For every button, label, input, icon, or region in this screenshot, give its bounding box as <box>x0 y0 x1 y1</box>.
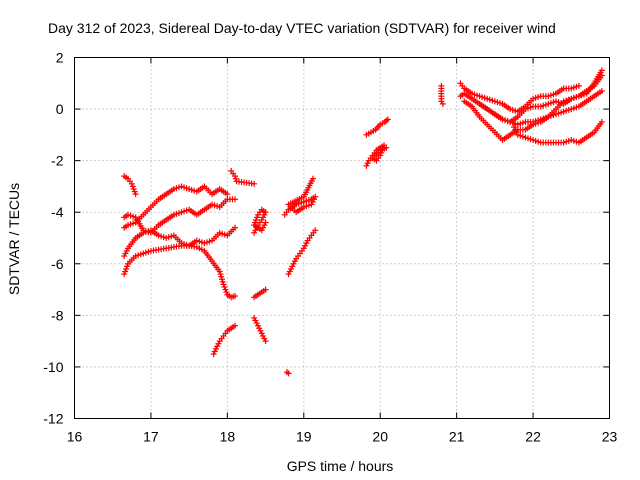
y-tick-label: 2 <box>56 50 64 66</box>
y-tick-label: 0 <box>56 101 64 117</box>
data-points <box>121 67 605 377</box>
series-arc-6 <box>228 167 258 187</box>
x-tick-label: 16 <box>67 429 83 445</box>
data-point <box>598 88 605 95</box>
data-point <box>251 180 258 187</box>
series-arc-3 <box>121 183 231 231</box>
data-point <box>232 322 238 329</box>
series-arc-2 <box>121 224 238 260</box>
y-axis-label: SDTVAR / TECUs <box>6 183 22 295</box>
series-arc-7 <box>210 322 238 358</box>
y-tick-label: -8 <box>51 307 64 323</box>
x-tick-label: 17 <box>143 429 159 445</box>
data-point <box>383 144 390 151</box>
series-arc-15 <box>363 116 391 138</box>
series-arc-13 <box>281 175 319 218</box>
series-arc-12 <box>285 227 319 278</box>
series-arc-8 <box>251 206 269 236</box>
series-arc-14 <box>363 142 390 169</box>
series-arc-21 <box>510 118 605 146</box>
x-tick-label: 22 <box>525 429 541 445</box>
data-point <box>132 191 139 198</box>
series-arc-11 <box>283 369 292 377</box>
x-tick-label: 19 <box>296 429 312 445</box>
y-tick-label: -2 <box>51 153 64 169</box>
data-point <box>384 116 391 123</box>
series-arc-16 <box>438 82 446 107</box>
y-tick-label: -12 <box>43 411 63 427</box>
data-point <box>262 219 269 226</box>
axis-ticks <box>74 57 610 419</box>
data-point <box>439 100 446 107</box>
grid <box>74 57 610 419</box>
data-point <box>232 293 238 300</box>
data-point <box>232 196 238 203</box>
series-arc-4 <box>121 196 238 236</box>
data-point <box>598 67 605 74</box>
series-arc-10 <box>251 314 269 345</box>
x-tick-labels: 16 17 18 19 20 21 22 23 <box>67 429 618 445</box>
data-point <box>575 82 582 89</box>
data-point <box>285 370 292 377</box>
series-arc-20 <box>476 67 605 125</box>
series-arc-1 <box>121 242 238 301</box>
data-point <box>309 175 316 182</box>
x-tick-label: 18 <box>220 429 236 445</box>
data-point <box>262 286 269 293</box>
x-tick-label: 23 <box>602 429 618 445</box>
data-point <box>312 227 319 234</box>
series-arc-5 <box>121 173 139 198</box>
series-arc-17 <box>457 80 582 115</box>
y-tick-labels: 2 0 -2 -4 -6 -8 -10 -12 <box>43 50 63 427</box>
data-point <box>224 191 231 198</box>
y-tick-label: -6 <box>51 256 64 272</box>
series-arc-9 <box>251 286 269 301</box>
plot-frame <box>74 57 610 419</box>
y-tick-label: -4 <box>51 204 64 220</box>
x-axis-label: GPS time / hours <box>287 458 394 474</box>
data-point <box>262 338 269 345</box>
chart-title: Day 312 of 2023, Sidereal Day-to-day VTE… <box>48 20 556 36</box>
x-tick-label: 21 <box>449 429 465 445</box>
y-tick-label: -10 <box>43 359 63 375</box>
x-tick-label: 20 <box>372 429 388 445</box>
data-point <box>232 224 238 231</box>
data-point <box>598 118 605 125</box>
